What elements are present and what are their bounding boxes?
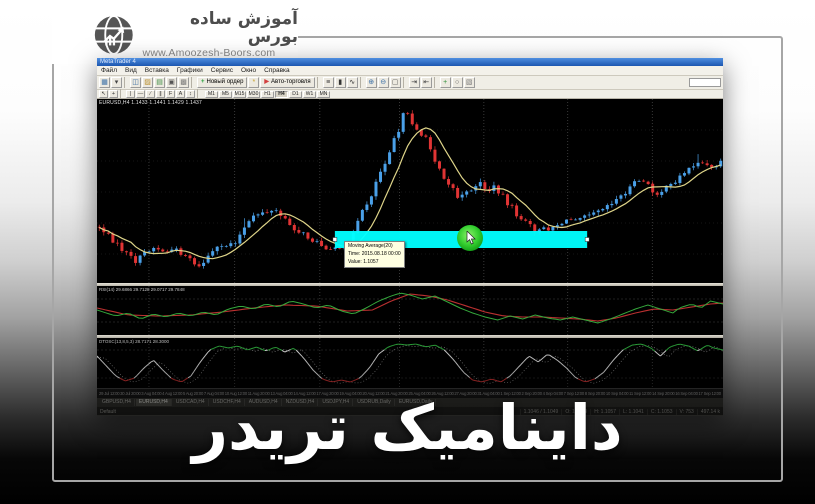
poster-title: داینامیک تریدر — [192, 391, 623, 464]
toolbar-separator — [359, 77, 364, 88]
timeframe-m15[interactable]: M15 — [233, 90, 246, 98]
channel-button[interactable]: ∥ — [156, 90, 165, 98]
new-order-icon: + — [201, 79, 205, 85]
indicator1-label: RSI(14) 29.6866 29.7128 29.0717 29.7848 — [99, 287, 185, 292]
card-frame — [52, 36, 783, 482]
toolbar-separator — [197, 88, 201, 100]
tooltip-value: Value: 1.1057 — [348, 258, 379, 265]
toolbar-separator — [120, 88, 124, 100]
new-order-button[interactable]: + Новый ордер — [197, 77, 248, 88]
menu-item[interactable]: Вставка — [144, 66, 169, 74]
menu-bar: Файл Вид Вставка Графики Сервис Окно Справка — [97, 66, 723, 76]
menu-item[interactable]: Вид — [124, 66, 137, 74]
templates-button[interactable]: ▧ — [463, 77, 475, 88]
timeframe-m1[interactable]: M1 — [205, 90, 218, 98]
candles-chart-button[interactable]: ▮ — [334, 77, 346, 88]
indicators-button[interactable]: + — [439, 77, 451, 88]
crosshair-button[interactable]: + — [109, 90, 118, 98]
site-url: www.Amoozesh-Boors.com — [142, 46, 276, 59]
object-tooltip: Moving Average(20) Time: 2015.08.18 00:0… — [344, 241, 405, 269]
chart-ohlc-header: EURUSD,H4 1.1433 1.1441 1.1429 1.1437 — [99, 100, 203, 106]
main-chart[interactable]: EURUSD,H4 1.1433 1.1441 1.1429 1.1437 Mo… — [97, 99, 723, 283]
bars-chart-button[interactable]: ≡ — [322, 77, 334, 88]
toolbar-separator — [191, 77, 195, 88]
menu-item[interactable]: Справка — [264, 66, 290, 74]
arrows-button[interactable]: ↕ — [186, 90, 195, 98]
timeframe-bar: M1 M5 M15 M30 H1 H4 D1 W1 MN — [205, 90, 330, 98]
menu-item[interactable]: Окно — [241, 66, 257, 74]
zoom-out-button[interactable]: ⊖ — [377, 77, 389, 88]
new-chart-button[interactable]: ▦ — [99, 77, 110, 88]
autotrading-icon: ▶ — [264, 79, 270, 85]
indicator2-label: DTOSC(13,8,5,3) 28.7171 28.3000 — [99, 339, 169, 344]
zoom-in-button[interactable]: ⊕ — [365, 77, 377, 88]
mouse-highlight — [457, 225, 484, 251]
chart-shift-button[interactable]: ⇤ — [420, 77, 432, 88]
cursor-button[interactable]: ↖ — [99, 90, 108, 98]
line-chart-button[interactable]: ∿ — [346, 77, 358, 88]
market-watch-button[interactable]: ◫ — [130, 77, 141, 88]
timeframe-mn[interactable]: MN — [317, 90, 330, 98]
toolbar-separator — [316, 77, 321, 88]
navigator-button[interactable]: ▤ — [154, 77, 165, 88]
toolbar-separator — [433, 77, 438, 88]
toolbar-separator — [402, 77, 407, 88]
site-title: آموزش ساده بورس — [189, 9, 298, 47]
indicator-pane-dtosc[interactable]: DTOSC(13,8,5,3) 28.7171 28.3000 — [97, 338, 723, 388]
menu-item[interactable]: Файл — [101, 66, 117, 74]
fibonacci-button[interactable]: F — [166, 90, 175, 98]
data-window-button[interactable]: ▨ — [142, 77, 153, 88]
new-order-label: Новый ордер — [206, 79, 244, 85]
menu-item[interactable]: Графики — [176, 66, 203, 74]
toolbar-separator — [124, 77, 128, 88]
toolbar-drawing: ↖ + | — ∕ ∥ F A ↕ M1 M5 M15 M30 H1 H4 D1 W1 MN — [97, 88, 723, 100]
globe-chart-icon — [94, 15, 133, 55]
tile-windows-button[interactable]: ▢ — [389, 77, 401, 88]
tooltip-time: Time: 2015.08.18 00:00 — [348, 250, 401, 257]
timeframe-d1[interactable]: D1 — [289, 90, 302, 98]
timeframe-m30[interactable]: M30 — [247, 90, 260, 98]
vertical-line-button[interactable]: | — [126, 90, 135, 98]
terminal-button[interactable]: ▣ — [166, 77, 177, 88]
metatrader-window: MetaTrader 4 Файл Вид Вставка Графики Сервис… — [97, 58, 723, 416]
indicator-pane-rsi[interactable]: RSI(14) 29.6866 29.7128 29.0717 29.7848 — [97, 286, 723, 335]
timeframe-w1[interactable]: W1 — [303, 90, 316, 98]
strategy-tester-button[interactable]: ▩ — [178, 77, 189, 88]
toolbar-search-input[interactable] — [689, 78, 721, 87]
auto-scroll-button[interactable]: ⇥ — [408, 77, 420, 88]
site-logo: آموزش ساده بورس www.Amoozesh-Boors.com — [52, 6, 298, 64]
menu-item[interactable]: Сервис — [210, 66, 234, 74]
horizontal-line-button[interactable]: — — [136, 90, 145, 98]
timeframe-m5[interactable]: M5 — [219, 90, 232, 98]
drawing-tools: ↖ + | — ∕ ∥ F A ↕ — [99, 88, 202, 100]
timeframe-h4[interactable]: H4 — [275, 90, 288, 98]
tooltip-title: Moving Average(20) — [348, 243, 393, 249]
trendline-button[interactable]: ∕ — [146, 90, 155, 98]
periods-button[interactable]: ○ — [451, 77, 463, 88]
autotrading-button[interactable]: ▶ Авто-торговля — [260, 77, 315, 88]
text-label-button[interactable]: A — [176, 90, 185, 98]
timeframe-h1[interactable]: H1 — [261, 90, 274, 98]
mouse-pointer-icon — [466, 231, 476, 245]
chart-profiles-button[interactable]: ▾ — [111, 77, 122, 88]
metaeditor-button[interactable]: * — [248, 77, 260, 88]
autotrading-label: Авто-торговля — [271, 79, 311, 85]
